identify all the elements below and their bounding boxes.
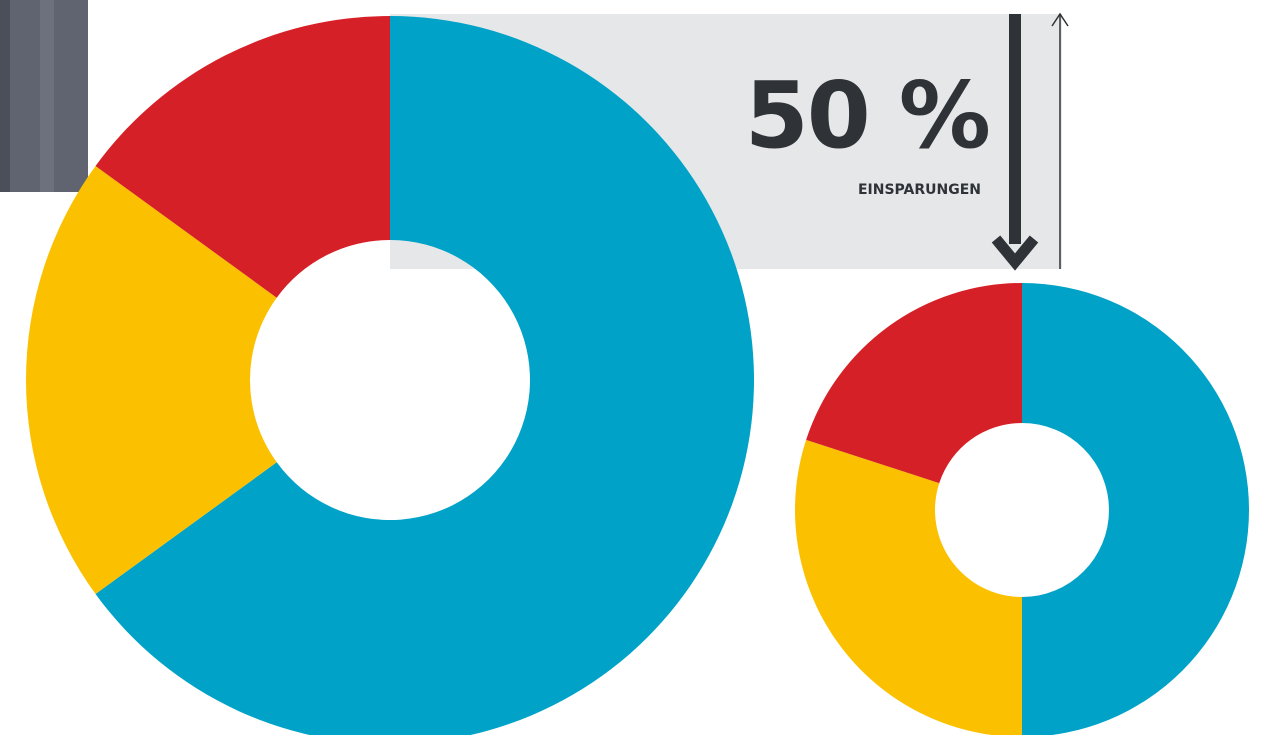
column-shadow <box>0 0 10 192</box>
donut-2-slice-2 <box>795 439 1022 735</box>
column-highlight <box>40 0 54 192</box>
donut-1-slice-3 <box>95 16 390 298</box>
donut-2-slice-3 <box>806 283 1022 484</box>
savings-value: 50 % <box>744 62 991 169</box>
donut-1-slice-1 <box>95 16 754 735</box>
down-arrow-shaft <box>1009 14 1021 244</box>
donut-1-slice-2 <box>25 166 277 594</box>
dimension-arrow-icon <box>1051 12 1069 27</box>
down-arrow-icon <box>991 235 1039 271</box>
savings-label: EINSPARUNGEN <box>857 182 981 198</box>
donut-2-slice-1 <box>1022 283 1249 735</box>
